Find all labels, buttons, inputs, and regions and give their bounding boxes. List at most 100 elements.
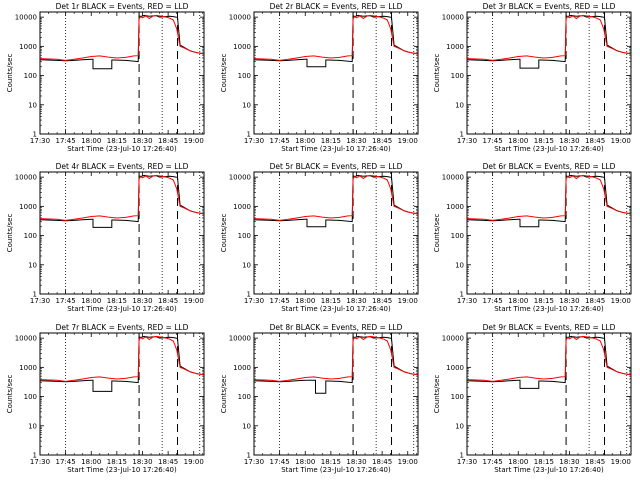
plot-frame	[253, 171, 419, 295]
x-tick-label: 18:30	[346, 458, 366, 466]
y-tick-label: 10	[455, 101, 464, 109]
panel-title: Det 4r BLACK = Events, RED = LLD	[56, 162, 189, 171]
x-tick-label: 18:45	[158, 458, 178, 466]
x-axis-label: Start Time (23-Jul-10 17:26:40)	[494, 466, 604, 474]
panel-title: Det 1r BLACK = Events, RED = LLD	[56, 2, 189, 11]
y-tick-label: 100	[451, 232, 464, 240]
y-tick-label: 1000	[446, 43, 464, 51]
y-tick-label: 1000	[19, 203, 37, 211]
x-tick-label: 18:30	[559, 137, 579, 145]
x-tick-label: 18:45	[372, 297, 392, 305]
x-tick-label: 17:30	[30, 458, 50, 466]
x-tick-label: 18:45	[585, 297, 605, 305]
plot-frame	[253, 11, 419, 135]
x-tick-label: 18:00	[295, 458, 315, 466]
x-tick-label: 19:00	[611, 137, 631, 145]
y-tick-label: 1	[247, 291, 251, 299]
x-tick-label: 18:30	[346, 297, 366, 305]
events-series-line	[40, 14, 204, 70]
y-tick-label: 1000	[19, 364, 37, 372]
x-tick-label: 18:30	[559, 458, 579, 466]
y-tick-label: 10000	[442, 335, 464, 343]
lld-series-line	[254, 335, 418, 382]
x-tick-label: 19:00	[611, 297, 631, 305]
x-axis-label: Start Time (23-Jul-10 17:26:40)	[281, 466, 391, 474]
y-tick-label: 1000	[19, 43, 37, 51]
y-tick-label: 10000	[229, 14, 251, 22]
x-tick-label: 17:30	[30, 137, 50, 145]
chart-panel-3: Det 3r BLACK = Events, RED = LLD 1 10 100 10…	[433, 2, 632, 153]
x-tick-label: 18:30	[559, 297, 579, 305]
y-axis-label: Counts/sec	[6, 375, 14, 414]
y-tick-label: 1	[247, 131, 251, 139]
chart-panel-7: Det 7r BLACK = Events, RED = LLD 1 10 100 10…	[6, 323, 205, 474]
y-tick-label: 10	[28, 422, 37, 430]
y-axis-label: Counts/sec	[433, 54, 441, 93]
y-tick-label: 100	[24, 393, 37, 401]
y-tick-label: 1000	[233, 203, 251, 211]
x-tick-label: 17:30	[244, 458, 264, 466]
x-tick-label: 18:15	[107, 137, 127, 145]
y-axis-label: Counts/sec	[433, 375, 441, 414]
y-tick-label: 1000	[233, 43, 251, 51]
x-tick-label: 17:45	[483, 297, 503, 305]
x-tick-label: 17:30	[457, 458, 477, 466]
x-tick-label: 18:15	[321, 297, 341, 305]
panel-title: Det 2r BLACK = Events, RED = LLD	[270, 2, 403, 11]
y-tick-label: 10	[242, 422, 251, 430]
x-tick-label: 19:00	[184, 137, 204, 145]
panel-title: Det 9r BLACK = Events, RED = LLD	[483, 323, 616, 332]
y-tick-label: 1	[247, 452, 251, 460]
y-tick-label: 1	[460, 131, 464, 139]
panel-title: Det 3r BLACK = Events, RED = LLD	[483, 2, 616, 11]
y-tick-label: 100	[451, 393, 464, 401]
y-tick-label: 10000	[15, 174, 37, 182]
y-tick-label: 100	[238, 232, 251, 240]
lld-series-line	[467, 335, 631, 382]
y-tick-label: 10000	[15, 14, 37, 22]
x-tick-label: 18:45	[372, 137, 392, 145]
x-axis-label: Start Time (23-Jul-10 17:26:40)	[281, 305, 391, 313]
events-series-line	[467, 335, 631, 389]
x-tick-label: 19:00	[398, 297, 418, 305]
y-tick-label: 10	[28, 261, 37, 269]
lld-series-line	[40, 174, 204, 221]
y-tick-label: 10000	[442, 14, 464, 22]
y-tick-label: 10000	[229, 174, 251, 182]
panel-title: Det 5r BLACK = Events, RED = LLD	[270, 162, 403, 171]
y-axis-label: Counts/sec	[220, 375, 228, 414]
plot-frame	[253, 332, 419, 456]
y-tick-label: 1	[460, 291, 464, 299]
plot-frame	[39, 332, 205, 456]
x-tick-label: 18:00	[81, 297, 101, 305]
x-tick-label: 18:45	[372, 458, 392, 466]
panel-title: Det 8r BLACK = Events, RED = LLD	[270, 323, 403, 332]
chart-panel-9: Det 9r BLACK = Events, RED = LLD 1 10 100 10…	[433, 323, 632, 474]
y-axis-label: Counts/sec	[6, 54, 14, 93]
events-series-line	[467, 14, 631, 69]
x-tick-label: 18:15	[321, 458, 341, 466]
events-series-line	[254, 174, 418, 228]
y-tick-label: 100	[238, 72, 251, 80]
y-tick-label: 10000	[442, 174, 464, 182]
y-tick-label: 10	[242, 101, 251, 109]
x-tick-label: 19:00	[184, 458, 204, 466]
x-tick-label: 17:30	[30, 297, 50, 305]
y-tick-label: 10000	[229, 335, 251, 343]
chart-panel-2: Det 2r BLACK = Events, RED = LLD 1 10 100 10…	[220, 2, 419, 153]
x-tick-label: 17:30	[244, 297, 264, 305]
events-series-line	[40, 335, 204, 392]
x-tick-label: 19:00	[611, 458, 631, 466]
y-tick-label: 100	[238, 393, 251, 401]
x-tick-label: 18:45	[158, 297, 178, 305]
x-axis-label: Start Time (23-Jul-10 17:26:40)	[281, 145, 391, 153]
events-series-line	[254, 335, 418, 394]
events-series-line	[467, 174, 631, 228]
y-axis-label: Counts/sec	[220, 214, 228, 253]
x-tick-label: 18:45	[585, 458, 605, 466]
y-axis-label: Counts/sec	[220, 54, 228, 93]
x-tick-label: 18:00	[295, 137, 315, 145]
x-tick-label: 18:00	[508, 137, 528, 145]
y-tick-label: 1	[33, 131, 37, 139]
